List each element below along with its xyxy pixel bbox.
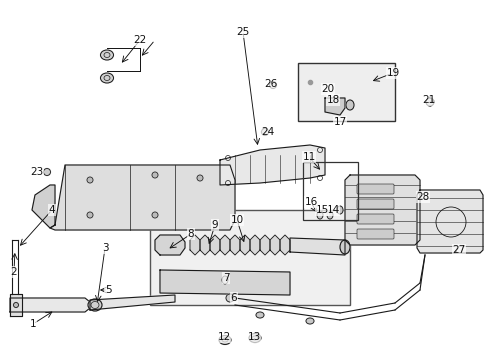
Text: 23: 23 [30,167,43,177]
Text: 17: 17 [333,117,346,127]
Polygon shape [260,235,269,255]
Ellipse shape [101,73,113,83]
Polygon shape [10,298,90,312]
Text: 19: 19 [386,68,399,78]
FancyBboxPatch shape [356,214,393,224]
Circle shape [152,172,158,178]
Text: 20: 20 [321,84,334,94]
Polygon shape [160,270,289,295]
Text: 7: 7 [222,273,229,283]
Ellipse shape [336,206,342,214]
Polygon shape [249,235,260,255]
Polygon shape [50,165,235,230]
Polygon shape [220,145,325,185]
Ellipse shape [256,312,264,318]
Polygon shape [269,235,280,255]
Ellipse shape [88,299,102,311]
Text: 14: 14 [325,205,339,215]
Polygon shape [90,295,175,310]
Ellipse shape [346,100,353,110]
Text: 13: 13 [247,332,260,342]
Polygon shape [240,235,249,255]
Text: 28: 28 [415,192,429,202]
Polygon shape [229,235,240,255]
Polygon shape [190,235,200,255]
Text: 5: 5 [104,285,111,295]
Text: 27: 27 [451,245,465,255]
Polygon shape [416,190,482,253]
Polygon shape [10,294,22,316]
Ellipse shape [305,318,313,324]
Polygon shape [155,235,184,255]
Circle shape [87,177,93,183]
Text: 11: 11 [302,152,315,162]
Ellipse shape [225,294,234,302]
FancyBboxPatch shape [356,199,393,209]
Ellipse shape [339,240,349,254]
Text: 24: 24 [261,127,274,137]
Text: 8: 8 [187,229,194,239]
Polygon shape [220,235,229,255]
FancyBboxPatch shape [150,210,349,305]
Text: 26: 26 [264,79,277,89]
Circle shape [152,212,158,218]
Text: 12: 12 [217,332,230,342]
Circle shape [14,302,19,307]
Polygon shape [325,98,345,115]
Text: 21: 21 [422,95,435,105]
FancyBboxPatch shape [356,184,393,194]
Ellipse shape [261,129,268,135]
FancyBboxPatch shape [356,229,393,239]
Text: 6: 6 [230,293,237,303]
Polygon shape [280,235,289,255]
Polygon shape [32,185,55,228]
Text: 3: 3 [102,243,108,253]
Circle shape [197,175,203,181]
Polygon shape [200,235,209,255]
Polygon shape [345,175,419,245]
Circle shape [87,212,93,218]
Text: 2: 2 [11,267,17,277]
Text: 25: 25 [236,27,249,37]
Ellipse shape [425,98,433,106]
Ellipse shape [326,211,332,219]
Ellipse shape [222,276,227,284]
Text: 10: 10 [230,215,243,225]
Polygon shape [289,238,345,255]
Text: 15: 15 [315,205,328,215]
Ellipse shape [43,168,50,176]
Ellipse shape [316,211,323,219]
FancyBboxPatch shape [297,63,394,121]
Text: 22: 22 [133,35,146,45]
Ellipse shape [101,50,113,60]
Ellipse shape [269,81,276,89]
Text: 16: 16 [304,197,317,207]
Text: 1: 1 [30,319,36,329]
Text: 9: 9 [211,220,218,230]
Ellipse shape [248,333,261,342]
Text: 4: 4 [49,205,55,215]
Text: 18: 18 [325,95,339,105]
Polygon shape [209,235,220,255]
Ellipse shape [219,336,230,345]
